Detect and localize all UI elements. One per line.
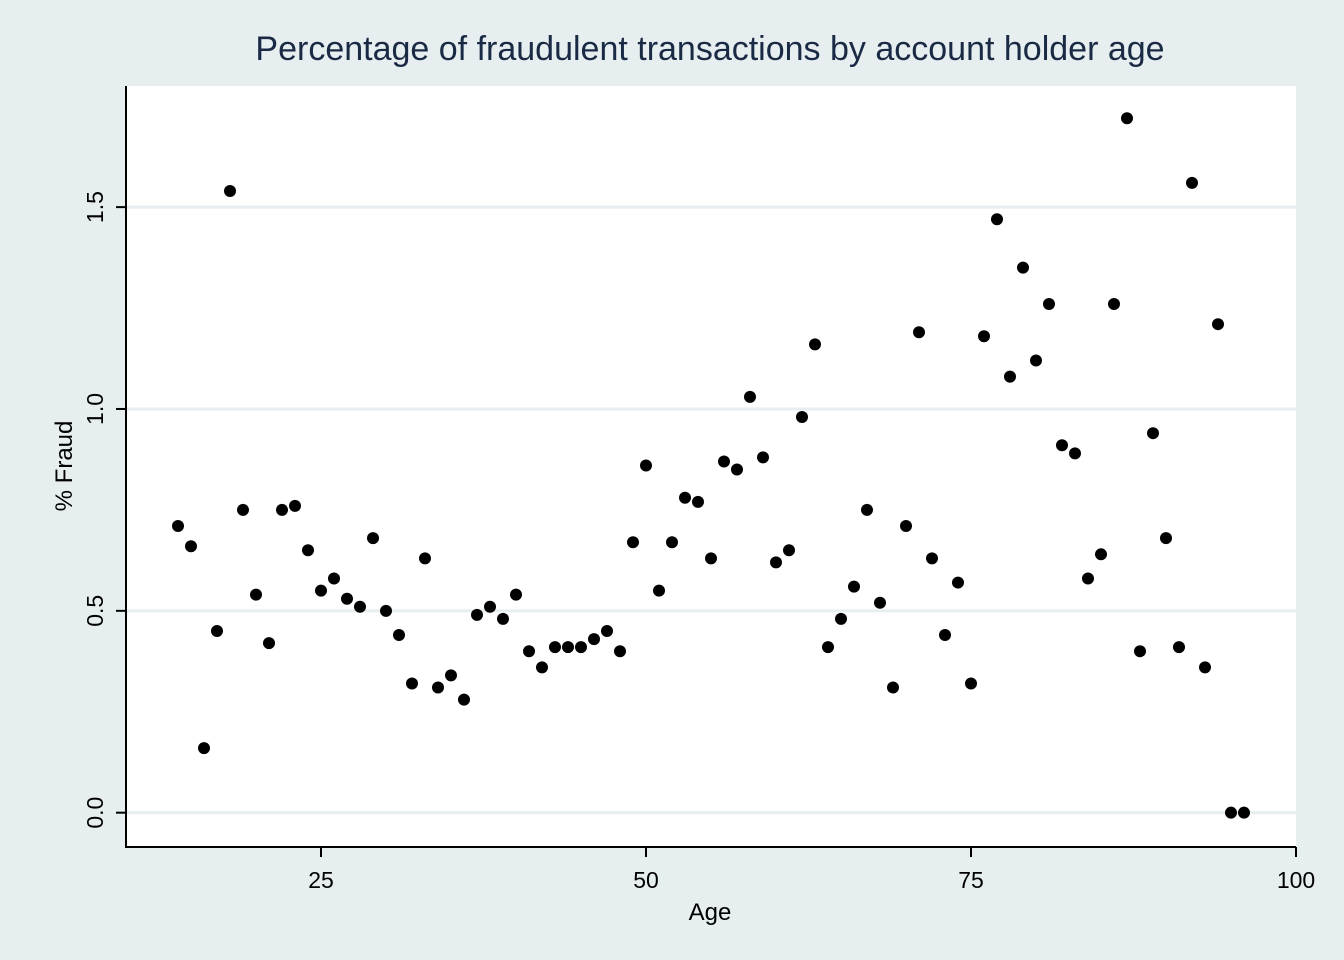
data-point (432, 681, 444, 694)
data-point (341, 592, 353, 605)
data-point (666, 536, 678, 549)
data-point (549, 641, 561, 654)
data-point (263, 637, 275, 650)
data-point (250, 588, 262, 601)
y-tick-label: 0.0 (82, 797, 108, 829)
data-point (484, 600, 496, 613)
data-point (237, 503, 249, 516)
data-point (367, 532, 379, 545)
data-point (575, 641, 587, 654)
data-point (835, 612, 847, 625)
ticks: 0.0 0.5 1.0 1.5 25 50 75 100 (82, 191, 1315, 893)
data-point (536, 661, 548, 674)
grid-lines (127, 205, 1296, 815)
data-point (289, 499, 301, 512)
data-point (458, 693, 470, 706)
data-point (419, 552, 431, 565)
data-point (874, 596, 886, 609)
data-point (614, 645, 626, 658)
data-point (1095, 548, 1107, 561)
data-point (510, 588, 522, 601)
data-point (406, 677, 418, 690)
data-point (952, 576, 964, 589)
data-point (744, 390, 756, 403)
data-point (887, 681, 899, 694)
y-tick-label: 1.5 (82, 191, 108, 223)
data-point (302, 544, 314, 557)
data-point (562, 641, 574, 654)
data-point (497, 612, 509, 625)
data-point (276, 503, 288, 516)
data-point (653, 584, 665, 597)
data-point (1004, 370, 1016, 383)
data-point (926, 552, 938, 565)
data-point (1212, 318, 1224, 331)
data-point (757, 451, 769, 464)
data-point (523, 645, 535, 658)
data-point (1043, 298, 1055, 311)
data-point (1147, 427, 1159, 440)
x-tick-label: 25 (308, 867, 334, 893)
data-point (939, 629, 951, 642)
data-point (172, 520, 184, 533)
data-point (471, 608, 483, 621)
data-point (1082, 572, 1094, 585)
data-point (783, 544, 795, 557)
data-point (1134, 645, 1146, 658)
data-point (965, 677, 977, 690)
data-point (1069, 447, 1081, 460)
data-point (1017, 261, 1029, 274)
data-point (354, 600, 366, 613)
data-point (315, 584, 327, 597)
plot-area (126, 86, 1296, 847)
chart-title: Percentage of fraudulent transactions by… (255, 30, 1164, 68)
data-point (1056, 439, 1068, 452)
data-point (588, 633, 600, 646)
y-axis-label: % Fraud (51, 421, 78, 512)
data-point (1173, 641, 1185, 654)
data-point (640, 459, 652, 472)
data-point (1160, 532, 1172, 545)
data-point (770, 556, 782, 569)
data-point (692, 495, 704, 508)
x-tick-label: 100 (1277, 867, 1315, 893)
data-point (822, 641, 834, 654)
data-point (900, 520, 912, 533)
data-point (211, 625, 223, 638)
data-point (1186, 176, 1198, 189)
data-point (861, 503, 873, 516)
data-point (1225, 806, 1237, 819)
data-point (601, 625, 613, 638)
data-point (445, 669, 457, 682)
data-point (718, 455, 730, 468)
data-point (809, 338, 821, 351)
x-axis-label: Age (689, 899, 732, 926)
y-tick-label: 1.0 (82, 393, 108, 425)
x-tick-label: 75 (958, 867, 984, 893)
data-point (1121, 112, 1133, 125)
data-point (1199, 661, 1211, 674)
data-point (627, 536, 639, 549)
data-point (796, 411, 808, 424)
data-point (1108, 298, 1120, 311)
data-point (913, 326, 925, 339)
data-points (172, 112, 1250, 819)
data-point (679, 491, 691, 504)
data-point (198, 742, 210, 755)
data-point (393, 629, 405, 642)
data-point (991, 213, 1003, 226)
data-point (705, 552, 717, 565)
data-point (1030, 354, 1042, 367)
data-point (978, 330, 990, 343)
data-point (380, 604, 392, 617)
y-tick-label: 0.5 (82, 595, 108, 627)
data-point (848, 580, 860, 593)
data-point (328, 572, 340, 585)
data-point (1238, 806, 1250, 819)
data-point (185, 540, 197, 553)
x-tick-label: 50 (633, 867, 659, 893)
data-point (224, 184, 236, 197)
data-point (731, 463, 743, 476)
